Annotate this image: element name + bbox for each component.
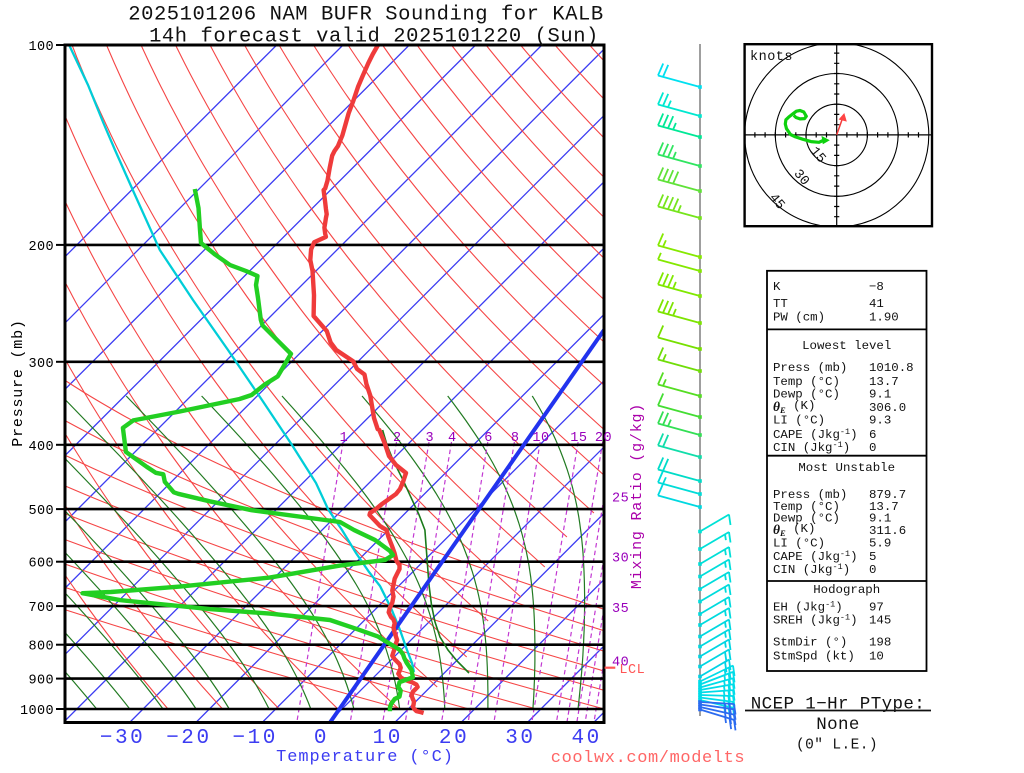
svg-text:PW (cm): PW (cm): [773, 311, 825, 325]
svg-text:4: 4: [448, 431, 457, 446]
svg-text:0: 0: [869, 563, 876, 577]
svg-text:13.7: 13.7: [869, 375, 899, 389]
svg-text:0: 0: [314, 727, 329, 750]
svg-text:SREH (Jkg-1): SREH (Jkg-1): [773, 613, 858, 628]
svg-text:Dewp (°C): Dewp (°C): [773, 512, 840, 526]
svg-text:Temp (°C): Temp (°C): [773, 375, 840, 389]
svg-text:Press (mb): Press (mb): [773, 488, 847, 502]
svg-text:400: 400: [28, 440, 54, 455]
svg-text:1010.8: 1010.8: [869, 361, 914, 375]
svg-text:10: 10: [532, 431, 549, 446]
svg-text:15: 15: [570, 431, 587, 446]
svg-text:14h forecast valid 2025101220: 14h forecast valid 2025101220 (Sun): [149, 26, 599, 49]
svg-text:5.9: 5.9: [869, 537, 891, 551]
svg-text:1.90: 1.90: [869, 311, 899, 325]
svg-text:30: 30: [505, 727, 535, 750]
svg-text:40: 40: [571, 727, 601, 750]
svg-text:CIN (Jkg-1): CIN (Jkg-1): [773, 440, 850, 455]
svg-text:306.0: 306.0: [869, 401, 906, 415]
svg-text:CIN (Jkg-1): CIN (Jkg-1): [773, 562, 850, 577]
svg-text:−10: −10: [232, 727, 278, 750]
svg-text:10: 10: [373, 727, 403, 750]
svg-text:311.6: 311.6: [869, 524, 906, 538]
svg-text:879.7: 879.7: [869, 488, 906, 502]
svg-text:knots: knots: [750, 50, 793, 65]
svg-text:Pressure (mb): Pressure (mb): [10, 319, 27, 446]
svg-text:LI (°C): LI (°C): [773, 537, 825, 551]
svg-text:Dewp (°C): Dewp (°C): [773, 388, 840, 402]
svg-text:LCL: LCL: [619, 663, 645, 678]
svg-text:198: 198: [869, 636, 891, 650]
svg-text:Mixing Ratio (g/kg): Mixing Ratio (g/kg): [629, 403, 646, 589]
svg-text:2025101206 NAM BUFR Sounding f: 2025101206 NAM BUFR Sounding for KALB: [128, 4, 604, 27]
svg-text:LI (°C): LI (°C): [773, 414, 825, 428]
svg-text:(0" L.E.): (0" L.E.): [796, 738, 878, 754]
svg-text:−8: −8: [869, 280, 884, 294]
svg-text:9.3: 9.3: [869, 414, 891, 428]
svg-text:20: 20: [595, 431, 612, 446]
svg-text:StmDir (°): StmDir (°): [773, 636, 847, 650]
svg-text:9.1: 9.1: [869, 388, 891, 402]
svg-text:−20: −20: [166, 727, 212, 750]
svg-text:Temp (°C): Temp (°C): [773, 500, 840, 514]
svg-text:25: 25: [612, 492, 629, 507]
svg-text:700: 700: [28, 601, 54, 616]
svg-text:Most Unstable: Most Unstable: [798, 461, 895, 475]
svg-text:Temperature (°C): Temperature (°C): [276, 748, 454, 767]
svg-text:145: 145: [869, 614, 891, 628]
svg-text:CAPE (Jkg-1): CAPE (Jkg-1): [773, 427, 858, 442]
svg-text:−30: −30: [100, 727, 146, 750]
svg-text:300: 300: [28, 357, 54, 372]
svg-text:41: 41: [869, 297, 884, 311]
svg-text:6: 6: [869, 428, 876, 442]
svg-text:3: 3: [425, 431, 434, 446]
svg-text:coolwx.com/modelts: coolwx.com/modelts: [551, 749, 745, 768]
svg-text:35: 35: [612, 602, 629, 617]
svg-text:97: 97: [869, 601, 884, 615]
svg-text:500: 500: [28, 504, 54, 519]
svg-text:10: 10: [869, 650, 884, 664]
svg-text:StmSpd (kt): StmSpd (kt): [773, 650, 855, 664]
svg-text:K: K: [773, 280, 781, 294]
svg-text:0: 0: [869, 441, 876, 455]
svg-text:40: 40: [612, 656, 629, 671]
svg-text:100: 100: [28, 40, 54, 55]
svg-text:20: 20: [439, 727, 469, 750]
svg-text:8: 8: [511, 431, 520, 446]
svg-text:900: 900: [28, 674, 54, 689]
svg-text:800: 800: [28, 640, 54, 655]
svg-text:9.1: 9.1: [869, 512, 891, 526]
svg-text:TT: TT: [773, 297, 788, 311]
svg-text:2: 2: [393, 431, 402, 446]
svg-text:600: 600: [28, 557, 54, 572]
svg-text:1000: 1000: [20, 704, 54, 719]
svg-text:1: 1: [340, 431, 349, 446]
svg-text:Press (mb): Press (mb): [773, 361, 847, 375]
svg-text:CAPE (Jkg-1): CAPE (Jkg-1): [773, 549, 858, 564]
svg-text:5: 5: [869, 550, 876, 564]
svg-text:30: 30: [612, 552, 629, 567]
svg-text:200: 200: [28, 240, 54, 255]
svg-text:6: 6: [484, 431, 493, 446]
svg-text:Hodograph: Hodograph: [813, 583, 880, 597]
svg-text:Lowest level: Lowest level: [802, 339, 891, 353]
svg-text:None: None: [816, 715, 860, 735]
svg-text:13.7: 13.7: [869, 500, 899, 514]
svg-text:NCEP 1−Hr PType:: NCEP 1−Hr PType:: [751, 695, 925, 715]
